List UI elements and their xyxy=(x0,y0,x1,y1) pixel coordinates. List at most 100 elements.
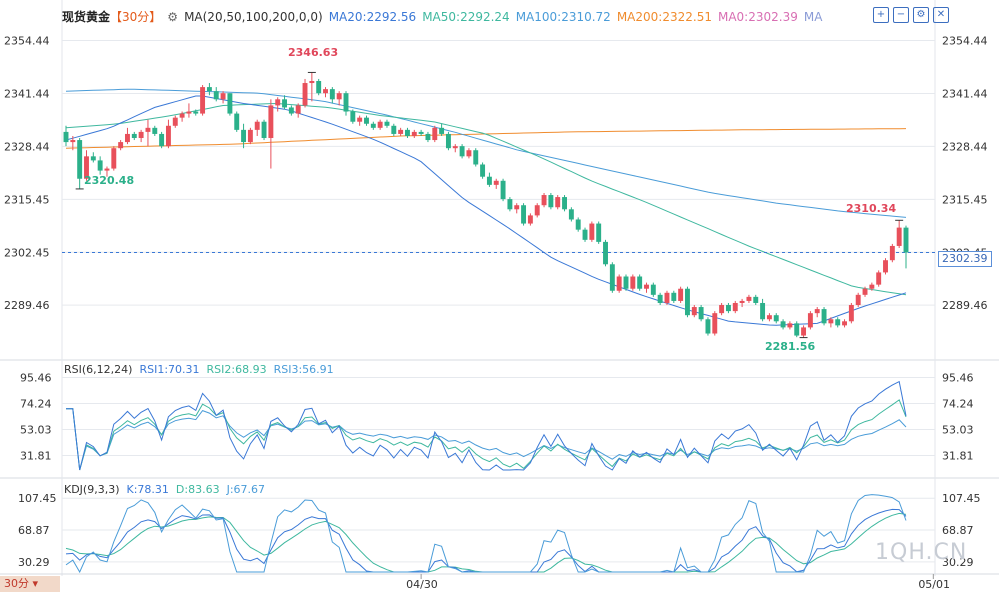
candle-body xyxy=(247,129,253,143)
settings-icon[interactable]: ⚙ xyxy=(167,10,179,24)
candle-body xyxy=(220,93,226,100)
candle-body xyxy=(125,133,130,143)
candle-body xyxy=(807,313,813,328)
close-chart-button[interactable]: ✕ xyxy=(933,7,949,23)
candle-body xyxy=(787,323,793,328)
candle-body xyxy=(275,99,281,106)
candle-body xyxy=(903,227,909,253)
time-label: 05/01 xyxy=(918,578,950,591)
candle-body xyxy=(480,164,486,177)
candle-body xyxy=(603,241,608,265)
candle-body xyxy=(507,199,513,210)
candle-body xyxy=(814,309,820,314)
zoom-in-button[interactable]: + xyxy=(873,7,889,23)
price-tick-right: 2328.44 xyxy=(942,140,988,153)
candle-body xyxy=(131,133,137,139)
candle-body xyxy=(671,292,677,301)
candle-body xyxy=(432,127,438,141)
candle-body xyxy=(193,111,199,114)
zoom-out-button[interactable]: − xyxy=(893,7,909,23)
legend-ma-extra: MA xyxy=(803,10,823,24)
kdj-tick-left: 107.45 xyxy=(18,492,57,505)
candle-body xyxy=(637,276,643,289)
low-price-label-right: 2281.56 xyxy=(765,340,816,353)
candle-body xyxy=(521,205,527,224)
candle-body xyxy=(486,176,492,185)
kdj-tick-right: 68.87 xyxy=(942,524,974,537)
candle-body xyxy=(206,87,212,92)
candle-body xyxy=(165,125,171,147)
candle-body xyxy=(746,296,752,301)
candle-body xyxy=(596,223,602,242)
rsi-tick-right: 31.81 xyxy=(942,450,974,463)
candle-body xyxy=(84,156,89,179)
candle-body xyxy=(821,309,827,324)
candle-body xyxy=(309,80,315,84)
watermark: 1QH.CN xyxy=(875,540,968,565)
candle-body xyxy=(370,123,376,128)
candle-body xyxy=(282,99,287,108)
chart-settings-button[interactable]: ⚙ xyxy=(913,7,929,23)
candle-body xyxy=(609,264,615,291)
candle-body xyxy=(445,133,451,149)
candle-body xyxy=(568,209,574,220)
kdj-tick-right: 30.29 xyxy=(942,556,974,569)
candle-body xyxy=(377,121,383,128)
candle-body xyxy=(848,305,854,322)
candle-body xyxy=(179,113,185,118)
rsi-tick-right: 95.46 xyxy=(942,372,974,385)
candle-body xyxy=(712,313,718,334)
candle-body xyxy=(261,121,267,139)
candle-body xyxy=(111,148,117,169)
candle-body xyxy=(391,125,397,134)
rsi3-value: RSI3:56.91 xyxy=(273,363,334,376)
candle-body xyxy=(773,315,779,322)
period-selector[interactable]: 30分 ▾ xyxy=(0,576,60,592)
candle-body xyxy=(575,219,581,230)
rsi-tick-right: 74.24 xyxy=(942,398,974,411)
candle-body xyxy=(691,307,697,316)
kdj-j-value: J:67.67 xyxy=(226,483,266,496)
period-label[interactable]: 【30分】 xyxy=(110,10,162,24)
candle-body xyxy=(241,129,247,143)
candle-body xyxy=(766,315,772,320)
candle-body xyxy=(145,127,151,132)
price-tick-right: 2354.44 xyxy=(942,35,988,48)
candle-body xyxy=(295,105,301,114)
candle-body xyxy=(732,302,738,312)
candle-body xyxy=(760,302,766,320)
candle-body xyxy=(357,117,363,122)
candle-body xyxy=(548,195,554,208)
candle-body xyxy=(227,93,233,114)
candle-body xyxy=(623,276,629,289)
candle-body xyxy=(725,305,731,312)
candle-body xyxy=(405,129,410,136)
candle-body xyxy=(896,227,902,246)
legend-ma0: MA0:2302.39 xyxy=(717,10,798,24)
main-legend: 现货黄金【30分】 ⚙ MA(20,50,100,200,0,0) MA20:2292… xyxy=(62,8,828,25)
candle-body xyxy=(118,142,124,149)
price-tick-left: 2341.44 xyxy=(4,87,50,100)
candle-body xyxy=(152,127,158,134)
ma20-line xyxy=(65,95,907,326)
candle-body xyxy=(527,215,533,224)
candle-body xyxy=(186,111,192,114)
candle-body xyxy=(138,131,144,139)
price-tick-right: 2341.44 xyxy=(942,87,988,100)
candle-body xyxy=(562,197,567,210)
candle-body xyxy=(883,260,888,273)
candle-body xyxy=(473,150,479,165)
candle-body xyxy=(650,284,656,295)
candle-body xyxy=(77,140,83,179)
price-tick-left: 2354.44 xyxy=(4,35,50,48)
candle-body xyxy=(343,93,349,112)
price-tick-left: 2328.44 xyxy=(4,140,50,153)
rsi-tick-left: 53.03 xyxy=(20,424,52,437)
rsi1-line xyxy=(66,380,907,471)
rsi-tick-left: 31.81 xyxy=(20,450,52,463)
rsi-tick-right: 53.03 xyxy=(942,424,974,437)
rsi-params: RSI(6,12,24) xyxy=(64,363,133,376)
kdj-params: KDJ(9,3,3) xyxy=(64,483,120,496)
candle-body xyxy=(801,327,807,336)
